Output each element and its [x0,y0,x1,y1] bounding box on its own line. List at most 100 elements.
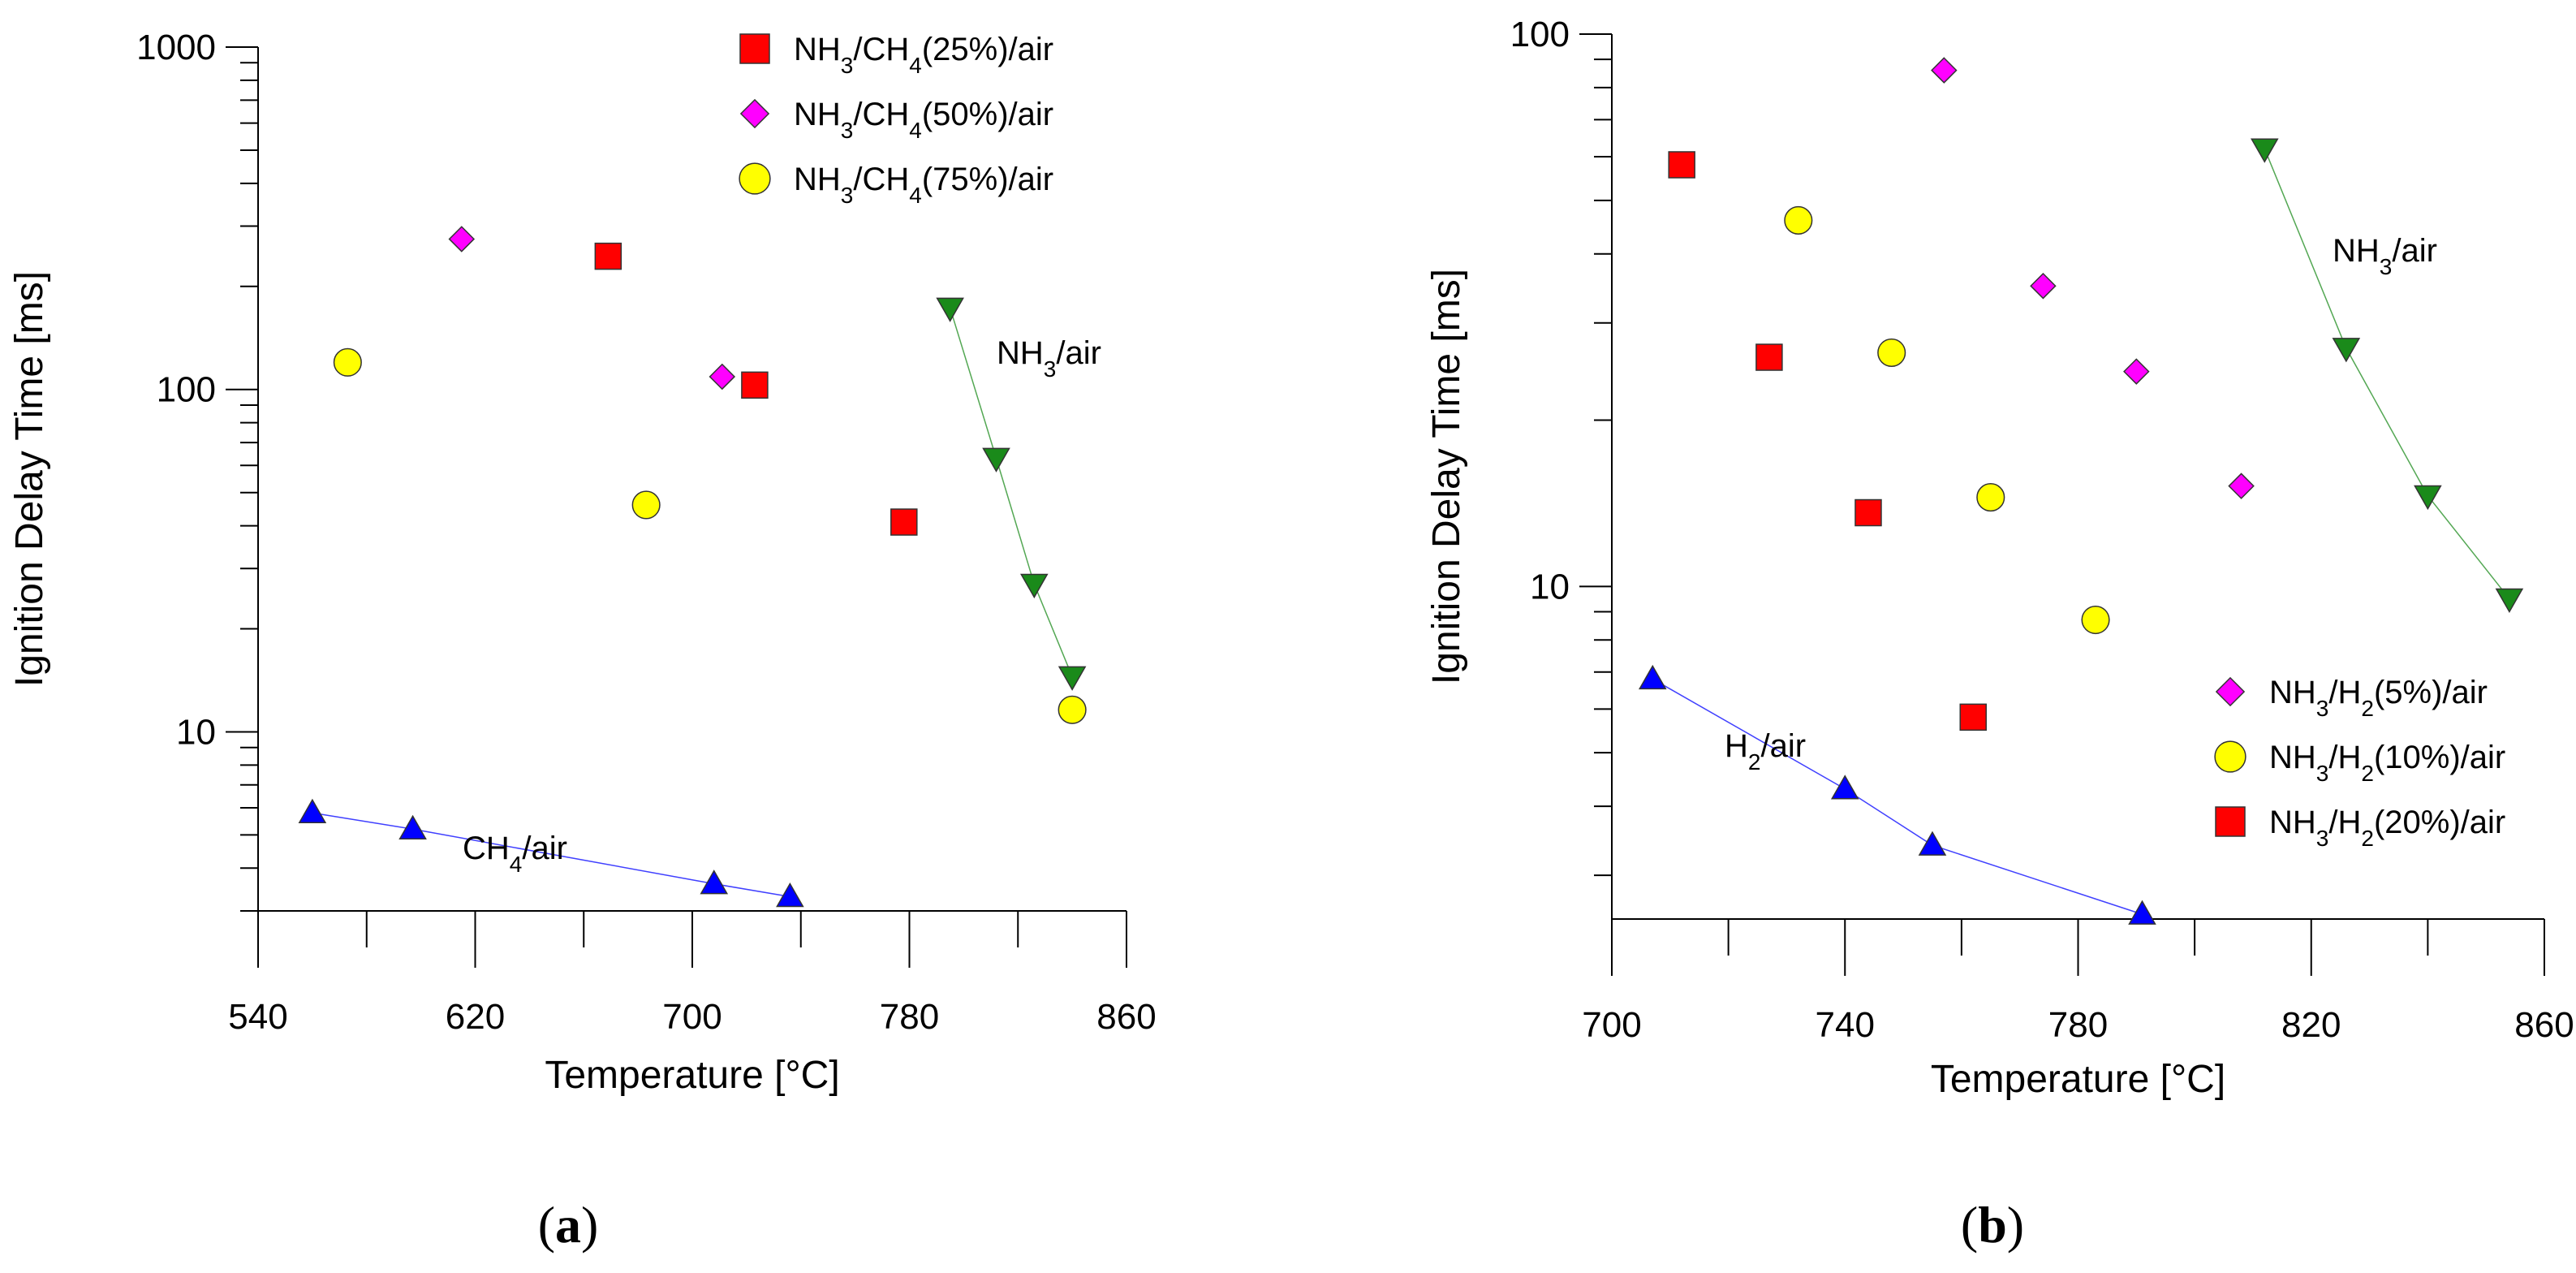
legend-entry-part: /H [2328,740,2361,775]
legend-entry-part: 3 [2316,696,2329,721]
x-tick-label: 860 [2514,1005,2574,1045]
x-tick-label: 860 [1096,997,1156,1037]
legend-entry-part: /CH [853,97,909,132]
legend-marker [2215,806,2246,837]
y-tick-label: 1000 [136,28,216,67]
data-point [2081,605,2110,635]
x-axis-title: Temperature [°C] [545,1054,839,1097]
legend-entry-part: 3 [841,183,854,208]
y-tick-label: 10 [176,712,216,752]
legend-entry-part: NH [2269,740,2316,775]
data-point [741,371,769,399]
series-nh3-air [936,297,1087,691]
series-annotation: NH3/air [997,335,1101,382]
series-annotation-part: CH [463,831,510,866]
legend-marker [739,33,770,64]
data-point [1638,664,1667,690]
panel-label-close: ) [2007,1196,2024,1254]
data-point [398,814,427,840]
legend-entry: NH3/CH4(75%)/air [794,162,1053,208]
data-point [1931,57,1958,84]
series-annotation-part: 3 [2380,254,2393,279]
data-point [890,508,918,536]
panel-label-open: ( [538,1196,555,1254]
data-point [1854,498,1882,527]
legend-entry-part: NH [2269,805,2316,840]
legend-entry-part: (5%)/air [2374,675,2488,710]
panel-label-open: ( [1961,1196,1978,1254]
data-point [982,447,1010,473]
legend-entry-part: (25%)/air [922,32,1053,67]
data-point [1830,775,1859,800]
data-point [1877,338,1906,367]
series-annotation-part: 2 [1748,749,1761,775]
legend-entry-part: NH [2269,675,2316,710]
y-tick-label: 10 [1530,567,1570,606]
series-ch4-air [298,798,804,908]
y-tick-label: 100 [157,370,216,410]
legend-marker [2214,740,2246,773]
y-tick-label: 100 [1510,15,1570,54]
legend-entry: NH3/H2(20%)/air [2269,805,2505,851]
data-point [776,882,804,908]
legend-marker [2215,676,2246,707]
series-annotation: NH3/air [2333,233,2437,279]
legend-entry: NH3/H2(5%)/air [2269,675,2488,721]
series-annotation-part: /air [522,831,567,866]
data-point [1668,151,1695,179]
legend-entry: NH3/CH4(50%)/air [794,97,1053,143]
data-point [2414,485,2442,511]
legend-entry: NH3/CH4(25%)/air [794,32,1053,78]
legend-entry-part: 4 [909,118,922,143]
x-tick-label: 780 [880,997,939,1037]
data-point [1058,695,1087,724]
series-nh3-h2-10-air [1784,205,2110,635]
legend-marker [739,162,771,195]
series-annotation-part: /air [1760,728,1806,764]
x-tick-label: 820 [2281,1005,2341,1045]
legend-entry-part: 2 [2361,826,2374,851]
data-point [1784,205,1813,235]
data-point [298,798,327,824]
legend-entry-part: (10%)/air [2374,740,2505,775]
legend-entry-part: /H [2328,805,2361,840]
data-point [1755,343,1783,371]
data-point [631,490,661,520]
x-tick-label: 780 [2048,1005,2108,1045]
y-axis-title: Ignition Delay Time [ms] [8,271,51,687]
data-point [333,347,362,377]
legend-entry-part: (75%)/air [922,162,1053,197]
legend-entry-part: 2 [2361,696,2374,721]
series-nh3-ch4-50-air [448,226,736,391]
series-nh3-h2-5-air [1931,57,2255,499]
legend-entry-part: 3 [2316,761,2329,786]
data-point [1959,703,1987,731]
legend-entry-part: 3 [841,118,854,143]
data-point [2332,338,2361,363]
chart-panel-b: 700 740 780 820 860 10 100 Temperature [°C] Igni… [1425,15,2574,1254]
series-annotation: CH4/air [463,831,567,877]
series-nh3-ch4-75-air [333,347,1087,724]
legend-entry-part: NH [794,32,841,67]
y-axis-title: Ignition Delay Time [ms] [1425,269,1468,684]
x-tick-label: 740 [1816,1005,1875,1045]
series-nh3-air [2251,138,2524,614]
series-annotation-part: 3 [1044,356,1057,382]
panel-label-close: ) [581,1196,598,1254]
legend-entry-part: 4 [909,183,922,208]
series-annotation-part: NH [2333,233,2380,269]
series-line [949,308,1073,677]
data-point [936,297,964,322]
series-annotation-part: NH [997,335,1044,371]
data-point [2228,473,2255,499]
x-tick-label: 700 [1582,1005,1641,1045]
data-point [2123,358,2150,385]
data-point [2030,272,2057,300]
data-point [448,226,476,252]
legend-entry-part: /CH [853,32,909,67]
x-tick-label: 700 [662,997,722,1037]
x-axis-title: Temperature [°C] [1931,1058,2225,1101]
panel-label-letter: b [1978,1196,2007,1254]
legend-entry-part: 3 [2316,826,2329,851]
